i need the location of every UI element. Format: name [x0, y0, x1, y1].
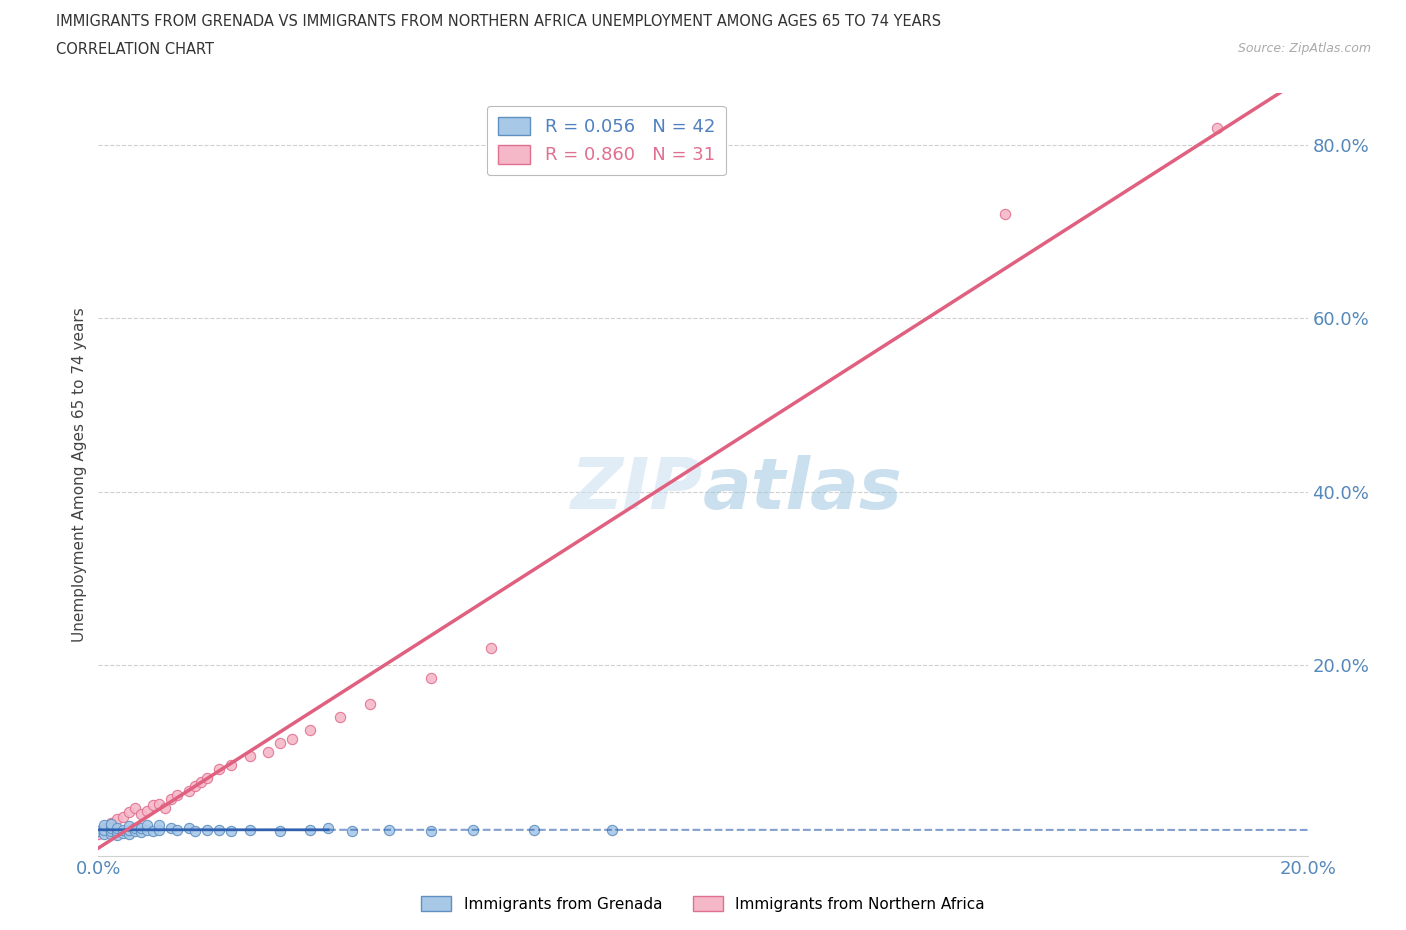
Point — [166, 822, 188, 837]
Point — [135, 817, 157, 832]
Point — [105, 820, 128, 835]
Point — [179, 820, 201, 835]
Point — [160, 791, 183, 806]
Point — [360, 697, 382, 711]
Point — [111, 826, 134, 841]
Point — [100, 816, 122, 830]
Point — [221, 757, 243, 772]
Point — [148, 796, 170, 811]
Point — [100, 824, 122, 839]
Legend: R = 0.056   N = 42, R = 0.860   N = 31: R = 0.056 N = 42, R = 0.860 N = 31 — [486, 106, 725, 175]
Point — [1206, 120, 1229, 135]
Point — [87, 827, 110, 842]
Point — [100, 827, 122, 842]
Point — [135, 822, 157, 837]
Point — [124, 801, 146, 816]
Legend: Immigrants from Grenada, Immigrants from Northern Africa: Immigrants from Grenada, Immigrants from… — [415, 889, 991, 918]
Point — [602, 822, 624, 837]
Point — [239, 822, 262, 837]
Point — [100, 820, 122, 835]
Point — [100, 817, 122, 831]
Point — [93, 822, 115, 837]
Point — [420, 671, 443, 685]
Point — [269, 824, 291, 839]
Point — [93, 827, 115, 842]
Point — [87, 824, 110, 839]
Point — [105, 812, 128, 827]
Point — [153, 801, 176, 816]
Point — [481, 640, 503, 655]
Point — [93, 817, 115, 832]
Point — [281, 731, 304, 746]
Point — [142, 824, 165, 839]
Point — [118, 818, 141, 833]
Point — [184, 824, 207, 839]
Point — [105, 824, 128, 839]
Point — [329, 710, 352, 724]
Point — [208, 762, 231, 777]
Point — [221, 824, 243, 839]
Point — [166, 788, 188, 803]
Point — [142, 798, 165, 813]
Y-axis label: Unemployment Among Ages 65 to 74 years: Unemployment Among Ages 65 to 74 years — [72, 307, 87, 642]
Text: Source: ZipAtlas.com: Source: ZipAtlas.com — [1237, 42, 1371, 55]
Text: atlas: atlas — [703, 455, 903, 524]
Point — [463, 822, 485, 837]
Point — [299, 822, 322, 837]
Point — [129, 820, 152, 835]
Point — [420, 824, 443, 839]
Point — [148, 817, 170, 832]
Text: CORRELATION CHART: CORRELATION CHART — [56, 42, 214, 57]
Point — [523, 822, 546, 837]
Point — [377, 822, 399, 837]
Point — [124, 820, 146, 835]
Point — [190, 775, 212, 790]
Point — [124, 824, 146, 839]
Point — [256, 744, 278, 759]
Point — [135, 804, 157, 818]
Point — [118, 804, 141, 819]
Point — [195, 822, 218, 837]
Point — [342, 824, 364, 839]
Point — [129, 806, 152, 821]
Point — [316, 820, 339, 835]
Point — [111, 809, 134, 824]
Text: IMMIGRANTS FROM GRENADA VS IMMIGRANTS FROM NORTHERN AFRICA UNEMPLOYMENT AMONG AG: IMMIGRANTS FROM GRENADA VS IMMIGRANTS FR… — [56, 14, 942, 29]
Point — [148, 822, 170, 837]
Point — [129, 825, 152, 840]
Point — [195, 770, 218, 785]
Point — [299, 723, 322, 737]
Point — [994, 206, 1017, 221]
Point — [160, 820, 183, 835]
Point — [105, 828, 128, 843]
Text: ZIP: ZIP — [571, 455, 703, 524]
Point — [118, 827, 141, 842]
Point — [118, 822, 141, 837]
Point — [239, 749, 262, 764]
Point — [269, 736, 291, 751]
Point — [111, 822, 134, 837]
Point — [208, 822, 231, 837]
Point — [179, 783, 201, 798]
Point — [184, 778, 207, 793]
Point — [93, 820, 115, 835]
